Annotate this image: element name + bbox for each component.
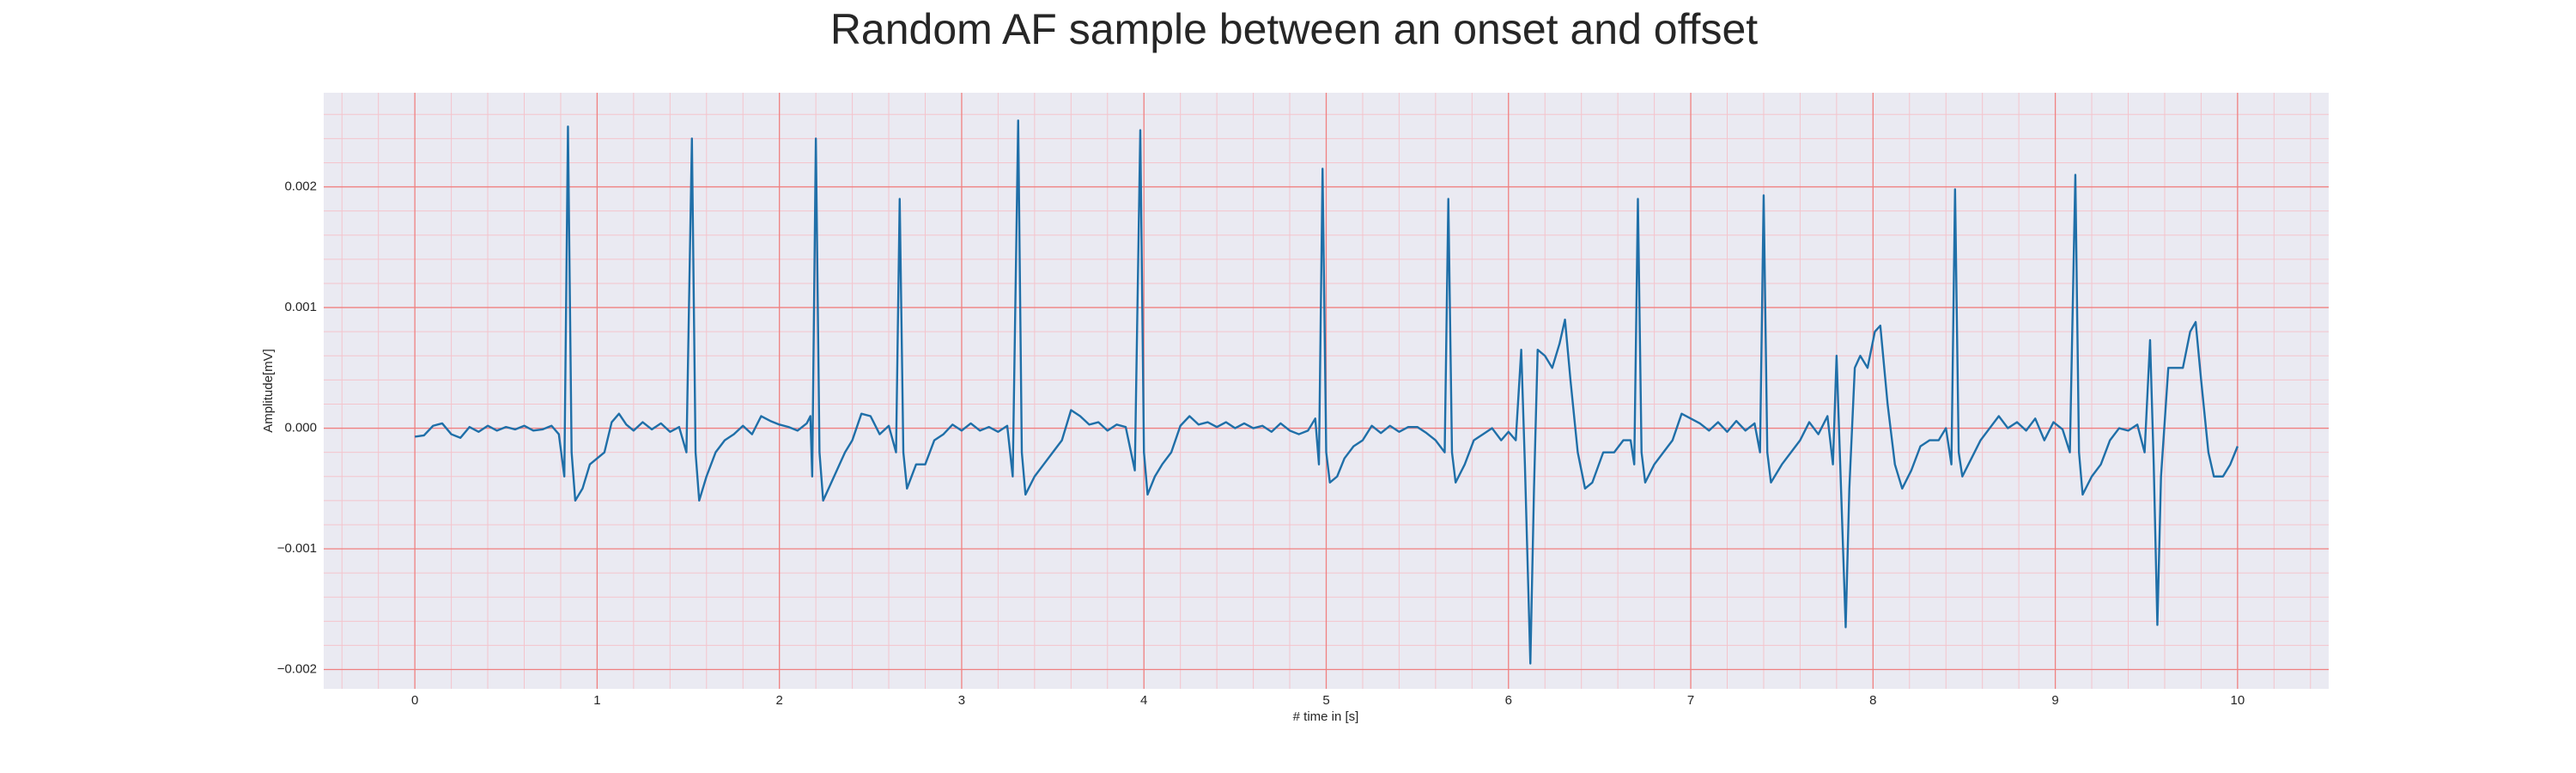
- y-tick-label: −0.001: [277, 541, 317, 556]
- x-tick-label: 7: [1687, 693, 1694, 708]
- x-tick-label: 10: [2231, 693, 2245, 708]
- x-tick-label: 9: [2051, 693, 2058, 708]
- x-tick-label: 5: [1322, 693, 1329, 708]
- signal-line: [414, 119, 2239, 665]
- x-tick-label: 0: [411, 693, 418, 708]
- x-tick-label: 4: [1140, 693, 1147, 708]
- x-tick-label: 8: [1869, 693, 1876, 708]
- y-tick-label: 0.001: [284, 300, 317, 314]
- y-tick-label: −0.002: [277, 661, 317, 676]
- y-tick-label: 0.002: [284, 180, 317, 194]
- y-tick-label: 0.000: [284, 421, 317, 435]
- x-tick-label: 3: [958, 693, 965, 708]
- x-axis-label: # time in [s]: [1293, 709, 1359, 724]
- chart-title: Random AF sample between an onset and of…: [830, 5, 1758, 53]
- y-axis-label: Amplitude[mV]: [261, 349, 276, 433]
- x-tick-label: 1: [593, 693, 600, 708]
- x-tick-label: 2: [776, 693, 783, 708]
- x-tick-label: 6: [1505, 693, 1512, 708]
